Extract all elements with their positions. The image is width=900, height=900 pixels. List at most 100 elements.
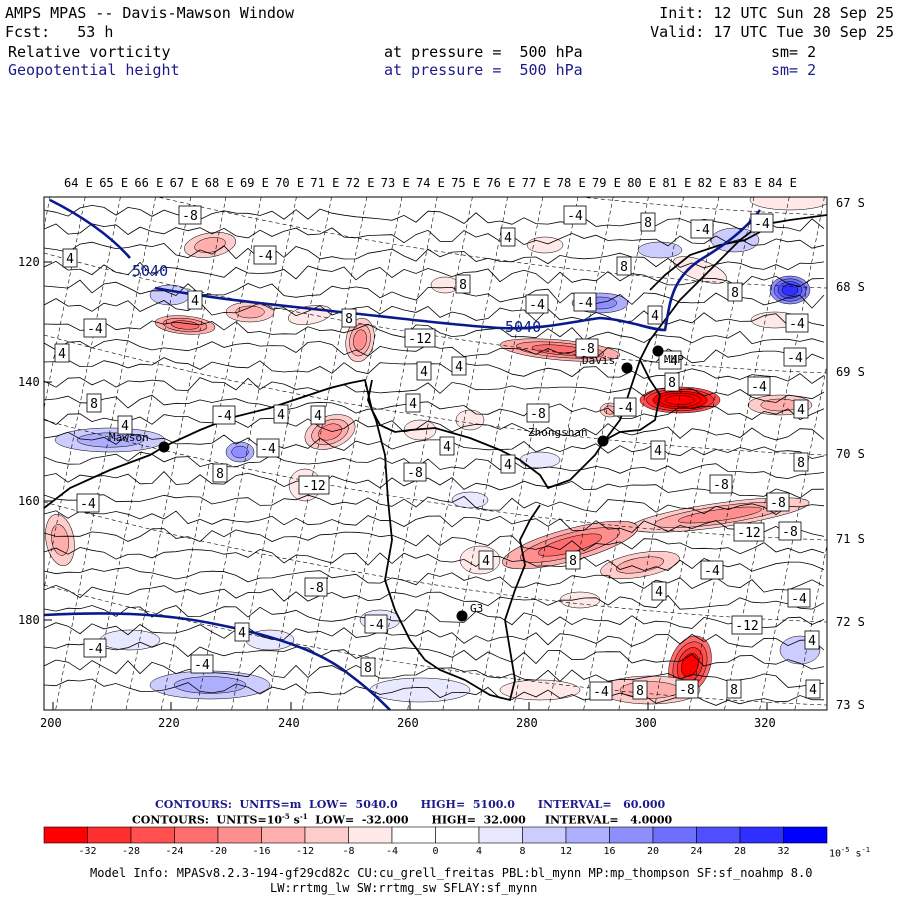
colorbar-segment xyxy=(304,826,349,844)
contour-label-box xyxy=(783,347,807,367)
colorbar-tick-label: 8 xyxy=(519,846,526,857)
height-contour xyxy=(44,612,391,710)
meridian-line xyxy=(583,197,684,710)
contour-label-value: 8 xyxy=(345,312,353,327)
init-time: Init: 12 UTC Sun 28 Sep 25 xyxy=(659,4,894,22)
contour-label-box xyxy=(526,403,550,423)
height-contour xyxy=(49,198,131,259)
colorbar-segment xyxy=(609,826,654,844)
colorbar-segment xyxy=(783,826,828,844)
contour-label-value: -4 xyxy=(704,564,720,579)
contour-label-box xyxy=(341,308,357,328)
height-contours xyxy=(44,198,762,710)
contour-label-box xyxy=(83,638,107,658)
contour-label-value: 8 xyxy=(90,397,98,412)
contour-label-box xyxy=(190,654,214,674)
contour-label-value: 4 xyxy=(277,408,285,423)
contour-label-value: 8 xyxy=(730,683,738,698)
contour-label-box xyxy=(787,588,811,608)
contour-label-box xyxy=(785,313,809,333)
contour-label-value: 4 xyxy=(651,309,659,324)
contour-label-value: 4 xyxy=(482,554,490,569)
colorbar-tick-label: 0 xyxy=(432,846,439,857)
contour-label-box xyxy=(664,372,680,392)
vorticity-blob xyxy=(173,676,247,694)
top-longitude-label: 81 E xyxy=(662,176,692,190)
colorbar-segment xyxy=(174,826,219,844)
contour-label-box xyxy=(298,475,330,495)
vorticity-contour-line xyxy=(44,260,825,288)
vorticity-contour-line xyxy=(44,431,825,460)
contour-label-value: -4 xyxy=(751,380,767,395)
top-longitude-label: 69 E xyxy=(240,176,269,190)
vorticity-contour-line xyxy=(44,471,825,499)
contour-label-value: -8 xyxy=(530,407,546,422)
vorticity-contour-line xyxy=(44,377,825,403)
contour-label-value: 8 xyxy=(797,456,805,471)
vorticity-contour-line xyxy=(44,659,825,688)
contour-label-value: 8 xyxy=(364,661,372,676)
vorticity-blob xyxy=(353,329,367,351)
model-info-line2: LW:rrtmg_lw SW:rrtmg_sw SFLAY:sf_mynn xyxy=(270,881,538,895)
parallel-line xyxy=(44,252,827,374)
parallel-line xyxy=(44,501,827,623)
vorticity-blob xyxy=(51,524,69,556)
contour-label-value: -4 xyxy=(529,298,545,313)
colorbar-segment xyxy=(43,826,88,844)
contour-label-box xyxy=(733,522,765,542)
contour-label-value: 4 xyxy=(66,252,74,267)
contour-label-value: -4 xyxy=(368,618,384,633)
contour-label-value: -12 xyxy=(737,526,760,541)
meridian-line xyxy=(407,197,508,710)
height-contour-label: 5040 xyxy=(132,262,168,280)
contour-label-box xyxy=(766,492,790,512)
bottom-x-tick-label: 200 xyxy=(40,716,62,730)
vorticity-contour-line xyxy=(44,584,825,610)
station-label: Mawson xyxy=(109,431,149,444)
vorticity-contour-line xyxy=(44,510,825,537)
right-latitude-label: 69 S xyxy=(836,365,865,379)
colorbar-tick-label: -12 xyxy=(295,846,315,857)
contour-label-box xyxy=(632,680,648,700)
bottom-x-tick-label: 240 xyxy=(278,716,300,730)
contour-label-box xyxy=(651,581,667,601)
meridian-line xyxy=(688,197,790,710)
station-label: MHP xyxy=(664,353,684,366)
vorticity-blob xyxy=(637,241,683,259)
contour-label-value: 4 xyxy=(191,294,199,309)
meridian-line xyxy=(301,197,403,710)
contour-label-value: -8 xyxy=(579,342,595,357)
contour-label-box xyxy=(640,212,656,232)
colorbar-tick-label: -4 xyxy=(385,846,399,857)
contour-label-value: 4 xyxy=(443,440,451,455)
contour-label-value: -8 xyxy=(679,683,695,698)
right-latitude-label: 72 S xyxy=(836,615,865,629)
contour-label-value: -4 xyxy=(754,217,770,232)
contour-label-value: 4 xyxy=(455,360,463,375)
contour-label-box xyxy=(778,521,802,541)
valid-time: Valid: 17 UTC Tue 30 Sep 25 xyxy=(650,23,894,41)
left-y-tick-label: 180 xyxy=(18,613,40,627)
colorbar-tick-label: 4 xyxy=(475,846,483,857)
top-longitude-label: 80 E xyxy=(627,176,657,190)
parallel-line xyxy=(578,197,827,216)
top-longitude-label: 65 E xyxy=(99,176,129,190)
colorbar-tick-label: 16 xyxy=(603,846,616,857)
contour-label-value: 8 xyxy=(620,260,628,275)
contour-label-value: -8 xyxy=(782,525,798,540)
forecast-hour: Fcst: 53 h xyxy=(5,23,114,41)
vorticity-blob xyxy=(749,197,827,211)
field2-level: at pressure = 500 hPa xyxy=(384,61,583,79)
vorticity-contour-line xyxy=(44,605,825,629)
colorbar-unit: 10-5 s-1 xyxy=(829,846,870,860)
vorticity-contour-line xyxy=(44,546,825,572)
contour-label-box xyxy=(613,397,637,417)
station-label: Davis xyxy=(582,354,615,367)
contour-label-box xyxy=(525,294,549,314)
colorbar-tick-label: -8 xyxy=(342,846,355,857)
contour-label-box xyxy=(273,404,289,424)
contour-label-box xyxy=(616,256,632,276)
colorbar-tick-label: -32 xyxy=(78,846,97,857)
top-longitude-label: 77 E xyxy=(521,176,551,190)
contour-label-value: 4 xyxy=(420,365,428,380)
